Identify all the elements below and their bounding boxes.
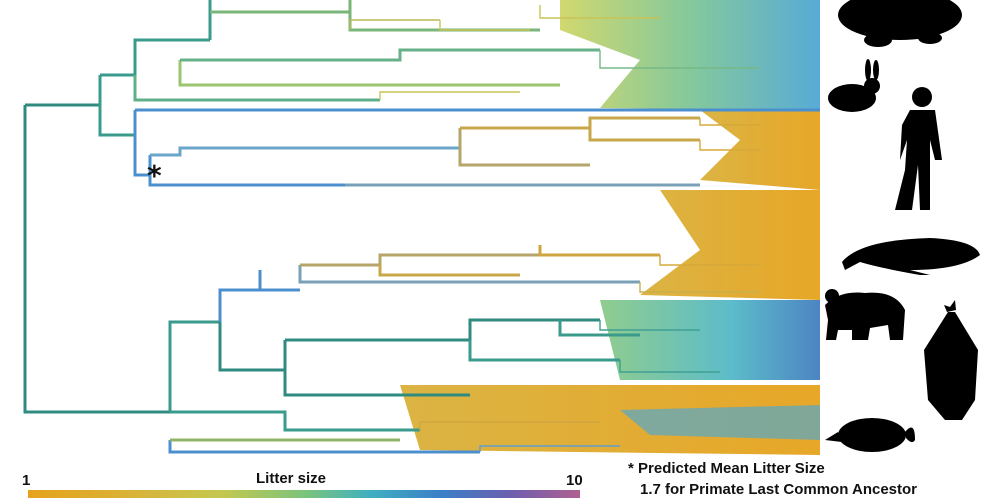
bear-silhouette-icon [825, 289, 905, 340]
shrew-silhouette-icon [825, 418, 915, 452]
rabbit-silhouette-icon [828, 59, 880, 112]
ancestor-note: * Predicted Mean Litter Size 1.7 for Pri… [628, 458, 917, 500]
legend-title: Litter size [256, 470, 327, 487]
tree-branches [23, 0, 820, 454]
legend-max-label: 10 [566, 472, 583, 489]
primate-ancestor-marker: * [147, 159, 162, 192]
tip-region-rodents [560, 0, 820, 110]
legend-min-label: 1 [22, 472, 31, 489]
fine-branches [349, 5, 760, 452]
human-silhouette-icon [895, 87, 942, 210]
note-line-2: 1.7 for Primate Last Common Ancestor [640, 481, 918, 498]
note-line-1: * Predicted Mean Litter Size [628, 460, 825, 477]
bat-silhouette-icon [924, 300, 978, 420]
whale-silhouette-icon [842, 238, 980, 275]
tip-region-cetartiodactyls [640, 190, 820, 300]
tip-region-carnivores [600, 300, 820, 380]
litter-size-color-scale [28, 490, 580, 498]
mole-silhouette-icon [838, 0, 962, 47]
tip-region-bats-insectivores [400, 385, 820, 455]
